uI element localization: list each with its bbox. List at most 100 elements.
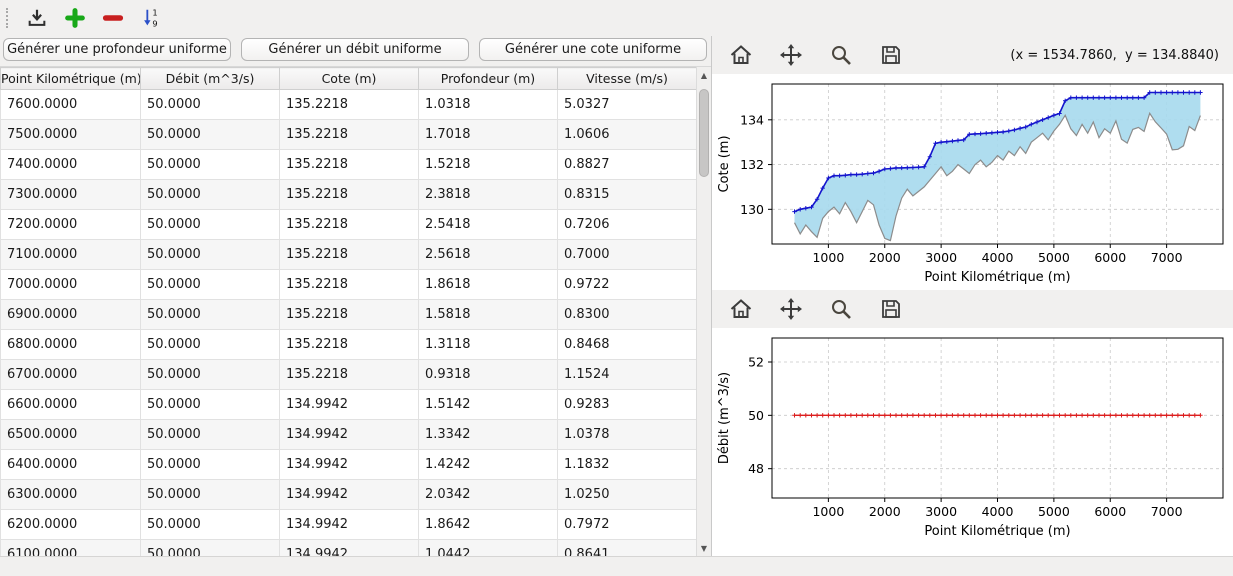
table-cell[interactable]: 6300.0000 bbox=[0, 479, 141, 510]
table-cell[interactable]: 50.0000 bbox=[140, 89, 280, 120]
table-cell[interactable]: 0.7206 bbox=[557, 209, 696, 240]
pan-button[interactable] bbox=[776, 40, 806, 70]
table-cell[interactable]: 0.8315 bbox=[557, 179, 696, 210]
table-cell[interactable]: 0.8827 bbox=[557, 149, 696, 180]
table-cell[interactable]: 1.0442 bbox=[418, 539, 558, 556]
table-cell[interactable]: 0.8468 bbox=[557, 329, 696, 360]
generate-cote-button[interactable]: Générer une cote uniforme bbox=[479, 38, 707, 61]
zoom-button[interactable] bbox=[826, 40, 856, 70]
scroll-thumb[interactable] bbox=[699, 89, 709, 177]
table-cell[interactable]: 6500.0000 bbox=[0, 419, 141, 450]
table-cell[interactable]: 135.2218 bbox=[279, 89, 419, 120]
column-header[interactable]: Point Kilométrique (m) bbox=[0, 67, 141, 90]
table-cell[interactable]: 135.2218 bbox=[279, 359, 419, 390]
table-cell[interactable]: 50.0000 bbox=[140, 119, 280, 150]
table-cell[interactable]: 135.2218 bbox=[279, 299, 419, 330]
sort-numeric-button[interactable]: 1 9 bbox=[136, 3, 166, 33]
table-cell[interactable]: 135.2218 bbox=[279, 269, 419, 300]
table-cell[interactable]: 0.7972 bbox=[557, 509, 696, 540]
table-cell[interactable]: 1.5818 bbox=[418, 299, 558, 330]
table-cell[interactable]: 6200.0000 bbox=[0, 509, 141, 540]
table-vertical-scrollbar[interactable]: ▲ ▼ bbox=[696, 66, 711, 556]
table-cell[interactable]: 50.0000 bbox=[140, 419, 280, 450]
table-cell[interactable]: 6100.0000 bbox=[0, 539, 141, 556]
column-header[interactable]: Profondeur (m) bbox=[418, 67, 558, 90]
home-button[interactable] bbox=[726, 40, 756, 70]
table-cell[interactable]: 7100.0000 bbox=[0, 239, 141, 270]
table-cell[interactable]: 1.5218 bbox=[418, 149, 558, 180]
column-header[interactable]: Cote (m) bbox=[279, 67, 419, 90]
home-button[interactable] bbox=[726, 294, 756, 324]
table-cell[interactable]: 135.2218 bbox=[279, 329, 419, 360]
table-cell[interactable]: 50.0000 bbox=[140, 299, 280, 330]
table-cell[interactable]: 0.9722 bbox=[557, 269, 696, 300]
debit-profile-chart[interactable]: 1000 2000 3000 4000 5000 6000 7000 48 50 52 Point … bbox=[712, 328, 1233, 544]
table-cell[interactable]: 7400.0000 bbox=[0, 149, 141, 180]
add-row-button[interactable] bbox=[60, 3, 90, 33]
table-cell[interactable]: 1.0318 bbox=[418, 89, 558, 120]
pan-button[interactable] bbox=[776, 294, 806, 324]
table-cell[interactable]: 1.8642 bbox=[418, 509, 558, 540]
table-cell[interactable]: 0.7000 bbox=[557, 239, 696, 270]
table-cell[interactable]: 50.0000 bbox=[140, 269, 280, 300]
table-cell[interactable]: 50.0000 bbox=[140, 179, 280, 210]
table-cell[interactable]: 1.0606 bbox=[557, 119, 696, 150]
table-cell[interactable]: 0.9283 bbox=[557, 389, 696, 420]
table-cell[interactable]: 2.3818 bbox=[418, 179, 558, 210]
table-cell[interactable]: 7600.0000 bbox=[0, 89, 141, 120]
table-cell[interactable]: 1.0250 bbox=[557, 479, 696, 510]
table-cell[interactable]: 0.9318 bbox=[418, 359, 558, 390]
column-header[interactable]: Vitesse (m/s) bbox=[557, 67, 696, 90]
table-cell[interactable]: 6400.0000 bbox=[0, 449, 141, 480]
table-cell[interactable]: 1.4242 bbox=[418, 449, 558, 480]
save-figure-button[interactable] bbox=[876, 40, 906, 70]
table-cell[interactable]: 134.9942 bbox=[279, 449, 419, 480]
table-cell[interactable]: 134.9942 bbox=[279, 509, 419, 540]
table-cell[interactable]: 135.2218 bbox=[279, 209, 419, 240]
generate-debit-button[interactable]: Générer un débit uniforme bbox=[241, 38, 469, 61]
table-cell[interactable]: 1.3118 bbox=[418, 329, 558, 360]
table-cell[interactable]: 7200.0000 bbox=[0, 209, 141, 240]
table-cell[interactable]: 135.2218 bbox=[279, 119, 419, 150]
table-cell[interactable]: 135.2218 bbox=[279, 239, 419, 270]
cote-profile-chart[interactable]: 1000 2000 3000 4000 5000 6000 7000 130 132 134 Poi… bbox=[712, 74, 1233, 290]
table-cell[interactable]: 0.8300 bbox=[557, 299, 696, 330]
table-cell[interactable]: 50.0000 bbox=[140, 359, 280, 390]
table-cell[interactable]: 6600.0000 bbox=[0, 389, 141, 420]
export-table-button[interactable] bbox=[22, 3, 52, 33]
table-cell[interactable]: 1.5142 bbox=[418, 389, 558, 420]
table-cell[interactable]: 1.8618 bbox=[418, 269, 558, 300]
table-cell[interactable]: 50.0000 bbox=[140, 479, 280, 510]
table-cell[interactable]: 50.0000 bbox=[140, 509, 280, 540]
table-cell[interactable]: 1.7018 bbox=[418, 119, 558, 150]
table-cell[interactable]: 135.2218 bbox=[279, 149, 419, 180]
table-cell[interactable]: 135.2218 bbox=[279, 179, 419, 210]
table-cell[interactable]: 1.1832 bbox=[557, 449, 696, 480]
table-cell[interactable]: 134.9942 bbox=[279, 479, 419, 510]
table-cell[interactable]: 50.0000 bbox=[140, 239, 280, 270]
table-cell[interactable]: 2.5618 bbox=[418, 239, 558, 270]
table-cell[interactable]: 7500.0000 bbox=[0, 119, 141, 150]
table-cell[interactable]: 2.5418 bbox=[418, 209, 558, 240]
table-cell[interactable]: 50.0000 bbox=[140, 389, 280, 420]
table-cell[interactable]: 50.0000 bbox=[140, 449, 280, 480]
table-cell[interactable]: 2.0342 bbox=[418, 479, 558, 510]
table-cell[interactable]: 5.0327 bbox=[557, 89, 696, 120]
remove-row-button[interactable] bbox=[98, 3, 128, 33]
scroll-down-button[interactable]: ▼ bbox=[700, 543, 708, 553]
zoom-button[interactable] bbox=[826, 294, 856, 324]
table-cell[interactable]: 50.0000 bbox=[140, 149, 280, 180]
table-cell[interactable]: 134.9942 bbox=[279, 389, 419, 420]
table-cell[interactable]: 7300.0000 bbox=[0, 179, 141, 210]
table-cell[interactable]: 1.3342 bbox=[418, 419, 558, 450]
table-cell[interactable]: 6900.0000 bbox=[0, 299, 141, 330]
table-cell[interactable]: 50.0000 bbox=[140, 539, 280, 556]
save-figure-button[interactable] bbox=[876, 294, 906, 324]
generate-profondeur-button[interactable]: Générer une profondeur uniforme bbox=[3, 38, 231, 61]
column-header[interactable]: Débit (m^3/s) bbox=[140, 67, 280, 90]
scroll-up-button[interactable]: ▲ bbox=[700, 70, 708, 80]
table-cell[interactable]: 1.0378 bbox=[557, 419, 696, 450]
table-cell[interactable]: 134.9942 bbox=[279, 419, 419, 450]
table-cell[interactable]: 134.9942 bbox=[279, 539, 419, 556]
table-cell[interactable]: 1.1524 bbox=[557, 359, 696, 390]
